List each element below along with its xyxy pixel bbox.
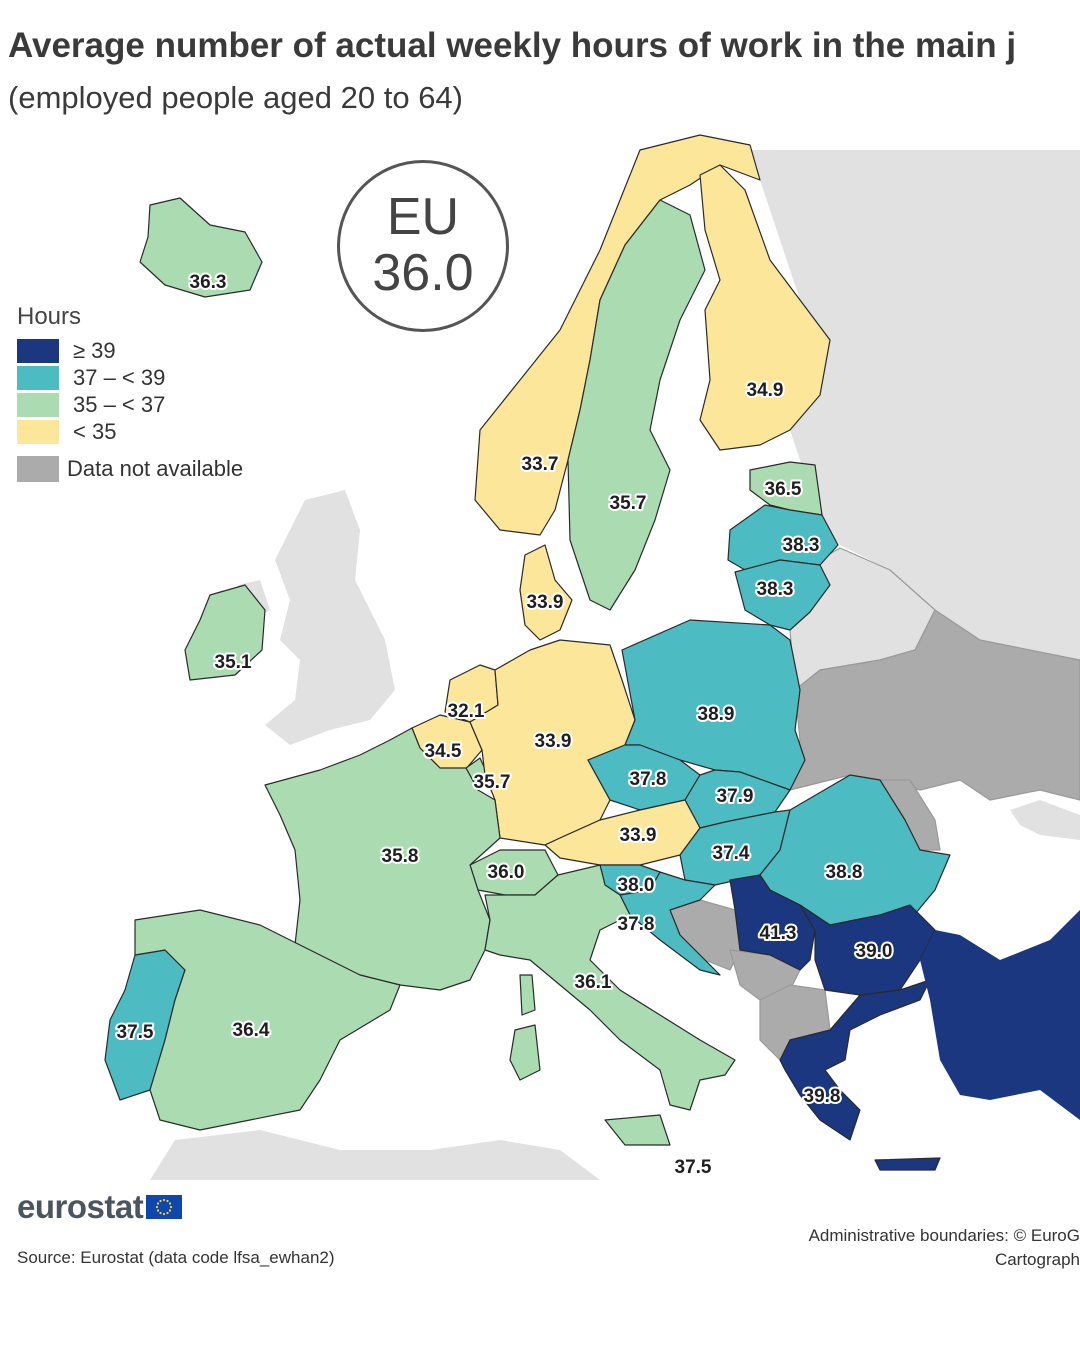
value-label-lithuania: 38.3 xyxy=(757,579,794,600)
eu-flag-icon xyxy=(146,1195,183,1219)
land-crimea xyxy=(1010,800,1080,840)
value-label-sweden: 35.7 xyxy=(610,493,647,514)
value-label-denmark: 33.9 xyxy=(527,592,564,613)
legend-label: 37 – < 39 xyxy=(73,364,166,390)
value-label-finland: 34.9 xyxy=(747,380,784,401)
region-greece xyxy=(779,979,931,1141)
legend-swatch xyxy=(17,419,59,444)
eu-badge-value: 36.0 xyxy=(372,244,474,302)
region-serbia xyxy=(729,874,816,971)
value-label-spain: 36.4 xyxy=(233,1020,270,1041)
region-ireland xyxy=(184,584,266,681)
admin-line-2: Cartograph xyxy=(994,1250,1080,1269)
value-label-hungary: 37.4 xyxy=(713,843,750,864)
eu-average-badge: EU 36.0 xyxy=(337,160,509,332)
legend-swatch xyxy=(17,392,59,417)
region-crete xyxy=(874,1157,941,1171)
region-cyprus-area xyxy=(950,985,985,1010)
region-denmark xyxy=(519,544,573,641)
legend-swatch xyxy=(17,338,59,363)
region-corsica xyxy=(519,974,536,1016)
legend-item: 37 – < 39 xyxy=(17,364,243,391)
legend-label: Data not available xyxy=(67,455,244,481)
region-sardinia xyxy=(509,1024,541,1081)
value-label-slovenia: 38.0 xyxy=(618,875,655,896)
legend-label: < 35 xyxy=(73,418,117,444)
value-label-germany: 33.9 xyxy=(535,731,572,752)
region-finland xyxy=(699,164,831,451)
legend: Hours ≥ 39 37 – < 39 35 – < 37 < 35 Data… xyxy=(17,303,243,482)
region-lithuania xyxy=(734,559,831,631)
value-label-luxembourg: 35.7 xyxy=(474,772,511,793)
legend-item: 35 – < 37 xyxy=(17,391,243,418)
region-latvia xyxy=(727,504,839,571)
region-turkey xyxy=(920,910,1080,1120)
value-label-latvia: 38.3 xyxy=(783,535,820,556)
land-uk xyxy=(265,490,395,745)
legend-item: < 35 xyxy=(17,418,243,445)
admin-line-1: Administrative boundaries: © EuroG xyxy=(808,1226,1080,1245)
region-spain xyxy=(134,909,401,1131)
value-label-croatia: 37.8 xyxy=(618,914,655,935)
land-russia-east xyxy=(750,150,1080,660)
region-iceland xyxy=(139,197,263,298)
value-label-austria: 33.9 xyxy=(620,825,657,846)
admin-boundaries-note: Administrative boundaries: © EuroG Carto… xyxy=(809,1224,1080,1272)
legend-item: ≥ 39 xyxy=(17,337,243,364)
value-label-belgium: 34.5 xyxy=(425,741,462,762)
value-label-serbia: 41.3 xyxy=(760,923,797,944)
value-label-ireland: 35.1 xyxy=(215,652,252,673)
map-subtitle: (employed people aged 20 to 64) xyxy=(8,80,463,115)
value-label-romania: 38.8 xyxy=(826,862,863,883)
region-italy xyxy=(484,864,736,1111)
legend-label: ≥ 39 xyxy=(73,337,116,363)
logo-wordmark: eurostat xyxy=(17,1188,144,1225)
region-bulgaria xyxy=(799,904,936,996)
value-label-poland: 38.9 xyxy=(698,704,735,725)
region-croatia xyxy=(619,871,721,976)
legend-swatch xyxy=(17,365,59,390)
value-label-greece: 39.8 xyxy=(804,1086,841,1107)
map-title: Average number of actual weekly hours of… xyxy=(8,26,1017,65)
eurostat-logo: eurostat xyxy=(17,1188,183,1226)
value-label-france: 35.8 xyxy=(382,846,419,867)
value-label-norway: 33.7 xyxy=(522,454,559,475)
value-label-slovakia: 37.9 xyxy=(717,786,754,807)
value-label-iceland: 36.3 xyxy=(190,272,227,293)
europe-map: 36.3 33.7 35.7 34.9 36.5 38.3 38.3 33.9 35.1 32.1… xyxy=(104,134,1080,1180)
value-label-switzerland: 36.0 xyxy=(488,862,525,883)
value-label-portugal: 37.5 xyxy=(117,1022,154,1043)
legend-label: 35 – < 37 xyxy=(73,391,166,417)
region-sweden xyxy=(567,199,706,611)
value-label-malta: 37.5 xyxy=(675,1157,712,1178)
map-shapes xyxy=(104,134,1080,1180)
land-ukraine xyxy=(789,609,1080,801)
value-label-bulgaria: 39.0 xyxy=(856,941,893,962)
value-label-czechia: 37.8 xyxy=(630,769,667,790)
eu-badge-label: EU xyxy=(386,188,460,246)
source-note: Source: Eurostat (data code lfsa_ewhan2) xyxy=(17,1248,335,1267)
legend-title: Hours xyxy=(17,303,82,330)
region-sicily xyxy=(604,1114,671,1146)
value-label-estonia: 36.5 xyxy=(765,479,802,500)
legend-swatch xyxy=(17,455,59,482)
value-label-italy: 36.1 xyxy=(575,972,612,993)
value-label-netherlands: 32.1 xyxy=(448,701,485,722)
legend-item-not-available: Data not available xyxy=(17,455,243,482)
land-north-africa xyxy=(150,1130,600,1180)
value-labels: 36.3 33.7 35.7 34.9 36.5 38.3 38.3 33.9 35.1 32.1… xyxy=(115,270,895,1180)
